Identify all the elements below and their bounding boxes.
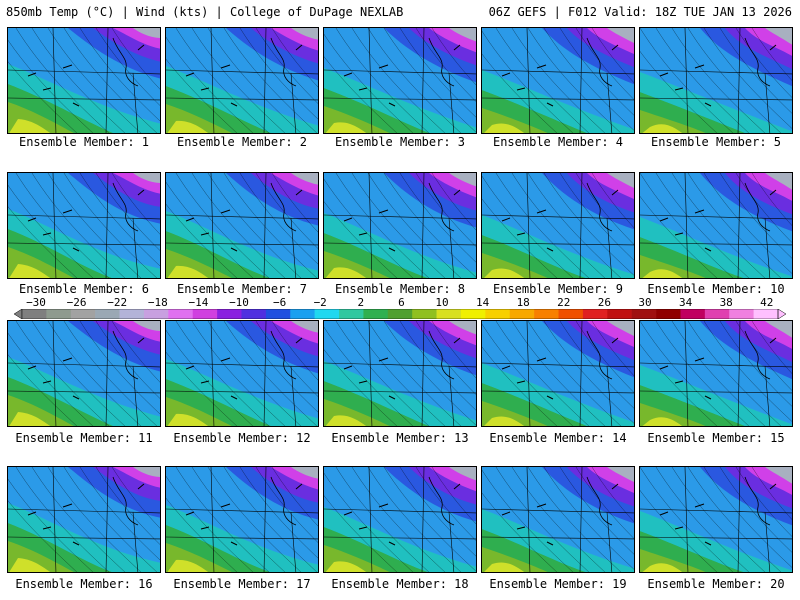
ensemble-member-label: Ensemble Member: 19	[489, 577, 627, 591]
ensemble-map-panel	[7, 172, 161, 279]
ensemble-map-panel	[323, 172, 477, 279]
colorbar-tick-label: 14	[475, 296, 490, 309]
colorbar-swatch	[656, 309, 681, 319]
colorbar-swatch	[387, 309, 413, 319]
ensemble-member-label: Ensemble Member: 2	[176, 135, 308, 149]
ensemble-map-panel	[165, 466, 319, 573]
colorbar-swatch	[485, 309, 511, 319]
colorbar-swatch	[339, 309, 364, 319]
colorbar-swatch	[70, 309, 96, 319]
colorbar-tick-label: −6	[272, 296, 287, 309]
ensemble-member-label: Ensemble Member: 1	[18, 135, 150, 149]
colorbar-swatch	[680, 309, 706, 319]
ensemble-member-label: Ensemble Member: 7	[176, 282, 308, 296]
model-run-info: 06Z GEFS | F012 Valid: 18Z TUE JAN 13 20…	[488, 5, 792, 19]
ensemble-map-panel	[481, 172, 635, 279]
colorbar-tick-labels: −30 −26 −22 −18 −14 −10 −6 −2 2 6 10 14 18 22 26 30 34 38…	[0, 296, 800, 309]
colorbar-swatch	[95, 309, 120, 319]
colorbar-swatch	[631, 309, 657, 319]
colorbar-swatch	[753, 309, 779, 319]
colorbar-tick-label: 22	[557, 296, 571, 309]
ensemble-member-label: Ensemble Member: 14	[489, 431, 627, 445]
colorbar-tick-label: 10	[435, 296, 449, 309]
colorbar-tick-label: 42	[760, 296, 774, 309]
ensemble-map-panel	[165, 172, 319, 279]
colorbar-tick-label: −10	[229, 296, 249, 309]
ensemble-map-panel	[165, 320, 319, 427]
colorbar-swatch	[363, 309, 389, 319]
colorbar-swatch	[168, 309, 194, 319]
colorbar-tick-label: 38	[719, 296, 733, 309]
colorbar-tick-label: −26	[66, 296, 87, 309]
colorbar-tick-label: 34	[678, 296, 693, 309]
colorbar-tick-label: −30	[26, 296, 46, 309]
ensemble-member-label: Ensemble Member: 3	[334, 135, 466, 149]
colorbar-max-arrow	[777, 309, 786, 319]
colorbar-swatch	[46, 309, 72, 319]
colorbar-tick-label: −14	[188, 296, 209, 309]
colorbar-swatch	[119, 309, 145, 319]
ensemble-map-panel	[323, 320, 477, 427]
colorbar-swatch	[217, 309, 242, 319]
colorbar-swatch	[704, 309, 730, 319]
ensemble-member-label: Ensemble Member: 9	[492, 282, 624, 296]
colorbar-min-arrow	[14, 309, 23, 319]
colorbar-swatch	[436, 309, 462, 319]
colorbar-tick-label: 26	[597, 296, 612, 309]
colorbar-tick-label: 30	[638, 296, 652, 309]
colorbar-tick-label: 6	[398, 296, 405, 309]
ensemble-member-label: Ensemble Member: 8	[334, 282, 466, 296]
ensemble-member-label: Ensemble Member: 10	[647, 282, 785, 296]
colorbar-swatch	[265, 309, 291, 319]
colorbar-swatch	[192, 309, 218, 319]
colorbar-swatch	[412, 309, 437, 319]
colorbar-swatch	[22, 309, 47, 319]
colorbar-tick-label: −18	[147, 296, 168, 309]
colorbar-swatch	[241, 309, 267, 319]
colorbar-swatch	[558, 309, 584, 319]
colorbar-tick-label: 18	[516, 296, 530, 309]
ensemble-map-panel	[7, 320, 161, 427]
ensemble-map-panel	[323, 27, 477, 134]
ensemble-map-panel	[165, 27, 319, 134]
colorbar-tick-label: −22	[107, 296, 128, 309]
ensemble-map-panel	[323, 466, 477, 573]
colorbar-swatch	[290, 309, 315, 319]
colorbar-swatch	[534, 309, 559, 319]
colorbar-swatch	[460, 309, 486, 319]
ensemble-map-panel	[639, 172, 793, 279]
colorbar-swatch	[607, 309, 632, 319]
colorbar-swatch	[314, 309, 340, 319]
ensemble-map-panel	[639, 320, 793, 427]
ensemble-map-panel	[481, 320, 635, 427]
ensemble-member-label: Ensemble Member: 15	[647, 431, 785, 445]
colorbar-swatch	[509, 309, 535, 319]
colorbar-tick-label: 2	[357, 296, 365, 309]
ensemble-map-panel	[7, 27, 161, 134]
colorbar-swatch	[582, 309, 608, 319]
colorbar-swatch	[143, 309, 169, 319]
ensemble-member-label: Ensemble Member: 12	[173, 431, 311, 445]
ensemble-map-panel	[481, 466, 635, 573]
ensemble-member-label: Ensemble Member: 5	[650, 135, 782, 149]
ensemble-member-label: Ensemble Member: 20	[647, 577, 785, 591]
ensemble-map-panel	[481, 27, 635, 134]
map-title: 850mb Temp (°C) | Wind (kts) | College o…	[6, 5, 404, 19]
ensemble-member-label: Ensemble Member: 11	[15, 431, 153, 445]
ensemble-member-label: Ensemble Member: 6	[18, 282, 150, 296]
ensemble-member-label: Ensemble Member: 17	[173, 577, 311, 591]
colorbar-swatch	[729, 309, 754, 319]
ensemble-member-label: Ensemble Member: 16	[15, 577, 153, 591]
ensemble-member-label: Ensemble Member: 13	[331, 431, 469, 445]
ensemble-member-label: Ensemble Member: 18	[331, 577, 469, 591]
ensemble-map-panel	[7, 466, 161, 573]
colorbar-tick-label: −2	[313, 296, 327, 309]
ensemble-map-panel	[639, 27, 793, 134]
temperature-colorbar	[14, 309, 786, 319]
ensemble-map-panel	[639, 466, 793, 573]
ensemble-member-label: Ensemble Member: 4	[492, 135, 624, 149]
